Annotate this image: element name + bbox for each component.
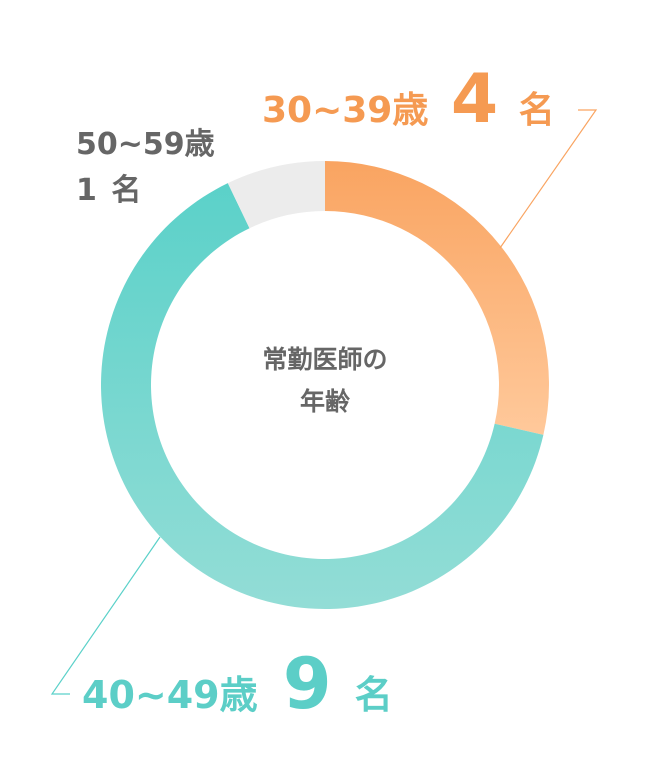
label-30-39-unit: 名 <box>519 90 555 131</box>
label-40-49-range: 40~49歳 <box>82 673 258 717</box>
label-50-59-range: 50~59歳 <box>76 127 215 162</box>
label-40-49: 40~49歳 9 名 <box>82 643 393 725</box>
label-30-39-value: 4 <box>451 60 498 139</box>
center-title-line-1: 常勤医師の <box>262 345 387 374</box>
label-50-59-count: 1 名 <box>76 173 141 208</box>
leader-line-30-39 <box>499 109 598 249</box>
center-title-line-2: 年齢 <box>300 387 350 416</box>
label-40-49-value: 9 <box>283 643 332 725</box>
label-30-39: 30~39歳 4 名 <box>262 60 555 139</box>
label-50-59-value: 1 <box>76 173 97 208</box>
slice-30-39 <box>325 161 549 435</box>
label-40-49-unit: 名 <box>355 673 393 717</box>
slice-50-59 <box>227 161 325 229</box>
leader-line-40-49 <box>50 536 161 695</box>
donut-slices <box>100 161 549 609</box>
label-50-59-unit: 名 <box>111 173 141 208</box>
label-30-39-range: 30~39歳 <box>262 90 428 131</box>
